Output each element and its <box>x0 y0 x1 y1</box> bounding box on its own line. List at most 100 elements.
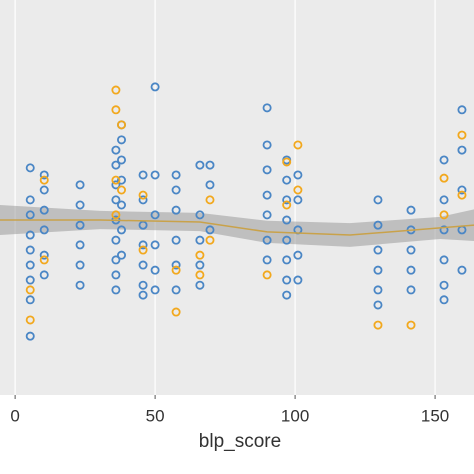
point <box>25 331 35 341</box>
point <box>406 205 416 215</box>
point <box>406 285 416 295</box>
point <box>25 275 35 285</box>
point <box>39 175 49 185</box>
point <box>262 270 272 280</box>
point <box>138 190 148 200</box>
point <box>262 235 272 245</box>
point <box>138 260 148 270</box>
point <box>25 210 35 220</box>
point <box>25 315 35 325</box>
point <box>439 155 449 165</box>
point <box>195 210 205 220</box>
point <box>150 170 160 180</box>
point <box>373 245 383 255</box>
point <box>373 285 383 295</box>
point <box>293 170 303 180</box>
point <box>39 255 49 265</box>
point <box>439 255 449 265</box>
panel <box>0 0 474 395</box>
x-axis-title: blp_score <box>199 431 281 452</box>
point <box>75 220 85 230</box>
point <box>75 180 85 190</box>
point <box>195 270 205 280</box>
confidence-band <box>0 205 474 247</box>
point <box>406 265 416 275</box>
point <box>282 200 292 210</box>
point <box>25 260 35 270</box>
point <box>171 285 181 295</box>
point <box>117 225 127 235</box>
point <box>439 225 449 235</box>
point <box>195 260 205 270</box>
point <box>117 175 127 185</box>
point <box>111 180 121 190</box>
point <box>406 245 416 255</box>
point <box>111 285 121 295</box>
point <box>171 265 181 275</box>
point <box>117 120 127 130</box>
point <box>195 160 205 170</box>
point <box>262 165 272 175</box>
x-tick-label: 150 <box>421 406 449 425</box>
point <box>439 195 449 205</box>
point <box>373 265 383 275</box>
point <box>25 285 35 295</box>
point <box>457 190 467 200</box>
point <box>138 280 148 290</box>
point <box>282 215 292 225</box>
point <box>205 195 215 205</box>
point <box>262 210 272 220</box>
point <box>111 160 121 170</box>
point <box>171 307 181 317</box>
point <box>39 225 49 235</box>
point <box>282 195 292 205</box>
point <box>205 180 215 190</box>
point <box>138 245 148 255</box>
point <box>138 195 148 205</box>
point <box>262 140 272 150</box>
point <box>111 85 121 95</box>
point <box>117 135 127 145</box>
point <box>282 255 292 265</box>
point <box>117 250 127 260</box>
point <box>282 157 292 167</box>
point <box>293 185 303 195</box>
point <box>457 105 467 115</box>
point <box>373 195 383 205</box>
point <box>171 185 181 195</box>
point <box>39 170 49 180</box>
point <box>138 290 148 300</box>
point <box>262 103 272 113</box>
x-tick-label: 100 <box>281 406 309 425</box>
point <box>138 170 148 180</box>
point <box>25 195 35 205</box>
point <box>111 255 121 265</box>
point <box>205 225 215 235</box>
point <box>150 285 160 295</box>
point <box>111 195 121 205</box>
point <box>117 200 127 210</box>
point <box>25 295 35 305</box>
point <box>117 155 127 165</box>
point <box>457 265 467 275</box>
point <box>150 240 160 250</box>
point <box>75 200 85 210</box>
point <box>282 275 292 285</box>
point <box>25 163 35 173</box>
x-tick-label: 50 <box>146 406 165 425</box>
point <box>195 235 205 245</box>
point <box>439 173 449 183</box>
point <box>293 275 303 285</box>
point <box>75 280 85 290</box>
point <box>150 82 160 92</box>
point <box>439 280 449 290</box>
point <box>75 260 85 270</box>
point <box>111 175 121 185</box>
point <box>406 320 416 330</box>
point <box>111 235 121 245</box>
point <box>25 245 35 255</box>
point <box>195 250 205 260</box>
x-tick-label: 0 <box>10 406 19 425</box>
point <box>439 295 449 305</box>
